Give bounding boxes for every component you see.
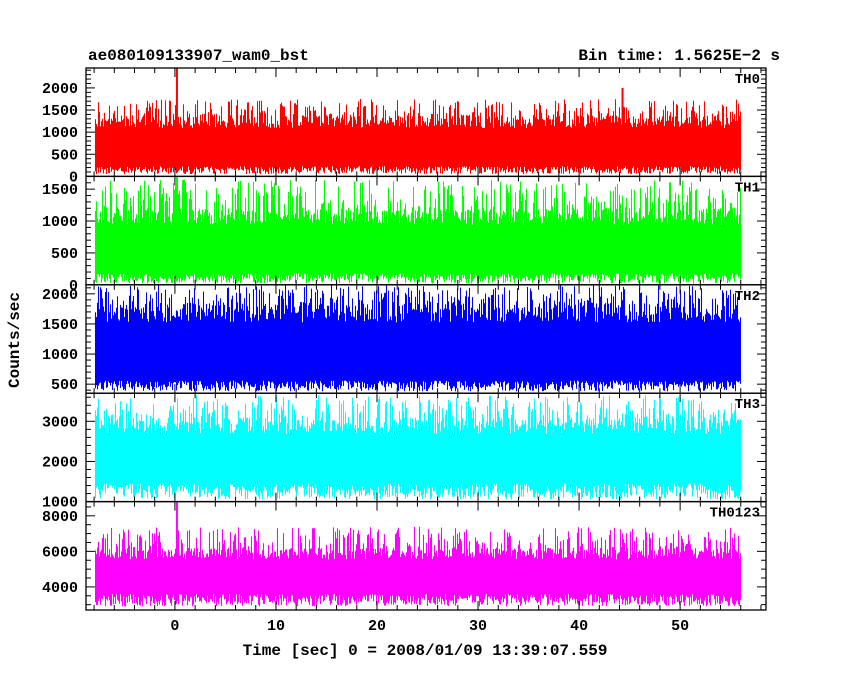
y-tick-label: 2000 — [42, 287, 78, 304]
panel-th0: 0 500 1000 1500 2000 TH0 — [42, 67, 767, 186]
panel-label: TH2 — [735, 289, 760, 305]
x-axis-label: Time [sec] 0 = 2008/01/09 13:39:07.559 — [243, 642, 608, 660]
panel-th0123: 4000 6000 8000 TH0123 — [42, 500, 767, 611]
panel-frame — [85, 500, 767, 611]
y-axis-label: Counts/sec — [6, 292, 24, 388]
y-tick-label: 2000 — [42, 81, 78, 98]
x-tick-label: 0 — [170, 618, 179, 635]
y-tick-label: 1000 — [42, 125, 78, 142]
y-tick-label: 8000 — [42, 509, 78, 526]
y-tick-label: 500 — [51, 246, 78, 263]
y-tick-label: 3000 — [42, 414, 78, 431]
panel-label: TH0 — [735, 72, 760, 88]
x-tick-label: 50 — [671, 618, 689, 635]
y-tick-label: 2000 — [42, 454, 78, 471]
panel-th1: 0 500 1000 1500 TH1 — [42, 175, 767, 295]
series-th0123 — [94, 526, 742, 607]
y-tick-label: 0 — [69, 278, 78, 295]
y-tick-label: 500 — [51, 147, 78, 164]
panel-th2: 500 1000 1500 2000 TH2 — [42, 284, 767, 394]
y-tick-label: 1000 — [42, 495, 78, 512]
y-tick-label: 1500 — [42, 103, 78, 120]
figure-title: ae080109133907_wam0_bst — [88, 47, 309, 65]
x-tick-label: 30 — [469, 618, 487, 635]
y-tick-label: 500 — [51, 377, 78, 394]
y-tick-label: 1500 — [42, 317, 78, 334]
series-th3 — [94, 395, 742, 500]
x-tick-label: 40 — [570, 618, 588, 635]
x-tick-label: 10 — [267, 618, 285, 635]
panel-label: TH1 — [735, 180, 760, 196]
series-th2 — [94, 284, 742, 392]
series-th1 — [94, 179, 742, 284]
series-th0 — [94, 99, 742, 175]
bin-time-label: Bin time: 1.5625E−2 s — [578, 47, 780, 65]
y-tick-label: 4000 — [42, 580, 78, 597]
y-tick-label: 1000 — [42, 214, 78, 231]
panel-label: TH3 — [735, 397, 760, 413]
x-tick-label: 20 — [368, 618, 386, 635]
panel-th3: 1000 2000 3000 TH3 — [42, 392, 767, 512]
y-tick-label: 0 — [69, 169, 78, 186]
y-tick-label: 1500 — [42, 182, 78, 199]
y-tick-label: 6000 — [42, 544, 78, 561]
y-tick-label: 1000 — [42, 347, 78, 364]
panel-label: TH0123 — [710, 506, 760, 522]
